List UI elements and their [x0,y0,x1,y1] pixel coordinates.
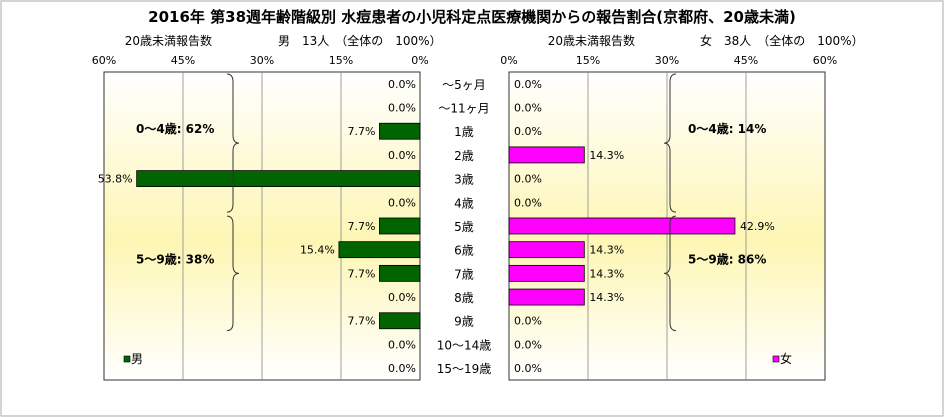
female-bar [508,146,585,164]
male-value-label: 7.7% [347,125,375,138]
female-group-brace [663,73,677,213]
male-value-label: 0.0% [388,291,416,304]
male-header: 男 13人 （全体の 100%） [278,33,442,48]
female-value-label: 0.0% [514,196,542,209]
age-category-label: 4歳 [454,196,474,210]
female-value-label: 0.0% [514,78,542,91]
legend-male-swatch [123,355,131,363]
age-category-label: 6歳 [454,244,474,258]
male-bar [379,122,421,140]
female-value-label: 14.3% [589,149,624,162]
chart-title: 2016年 第38週年齢階級別 水痘患者の小児科定点医療機関からの報告割合(京都… [148,8,796,26]
female-bar [508,217,736,235]
age-category-label: 9歳 [454,315,474,329]
male-value-label: 15.4% [300,244,335,257]
female-value-label: 0.0% [514,102,542,115]
male-group-brace [226,73,240,213]
female-tick-label: 30% [655,54,679,67]
female-axis-caption: 20歳未満報告数 [548,33,635,48]
male-tick-label: 15% [329,54,353,67]
male-value-label: 53.8% [98,173,133,186]
male-value-label: 7.7% [347,220,375,233]
female-bar [508,288,585,306]
female-value-label: 0.0% [514,315,542,328]
female-value-label: 0.0% [514,362,542,375]
age-category-label: 15～19歳 [437,362,492,376]
male-value-label: 0.0% [388,196,416,209]
female-tick-label: 15% [576,54,600,67]
female-value-label: 42.9% [740,220,775,233]
legend-female-label: 女 [780,351,792,366]
male-tick-label: 45% [171,54,195,67]
age-category-label: ～11ヶ月 [438,102,489,116]
male-group-brace [226,215,240,332]
female-tick-label: 45% [734,54,758,67]
age-category-label: 10～14歳 [437,338,492,352]
female-value-label: 14.3% [589,267,624,280]
male-axis-caption: 20歳未満報告数 [125,33,212,48]
age-category-label: 1歳 [454,125,474,139]
male-tick-label: 0% [411,54,428,67]
male-value-label: 0.0% [388,149,416,162]
male-value-label: 0.0% [388,102,416,115]
male-bar [379,264,421,282]
female-header: 女 38人 （全体の 100%） [700,33,864,48]
female-group-label: 0～4歳: 14% [688,121,766,136]
female-group-brace [663,215,677,332]
female-bar [508,264,585,282]
age-category-label: 5歳 [454,220,474,234]
female-tick-label: 0% [500,54,517,67]
male-value-label: 0.0% [388,362,416,375]
female-value-label: 0.0% [514,338,542,351]
male-value-label: 7.7% [347,267,375,280]
female-value-label: 0.0% [514,173,542,186]
male-bar [136,170,421,188]
female-tick-label: 60% [813,54,837,67]
age-category-label: ～5ヶ月 [442,78,486,92]
male-bar [379,312,421,330]
legend-female-swatch [772,355,780,363]
age-category-label: 3歳 [454,173,474,187]
male-value-label: 0.0% [388,338,416,351]
female-value-label: 14.3% [589,291,624,304]
male-tick-label: 30% [250,54,274,67]
female-value-label: 0.0% [514,125,542,138]
male-bar [379,217,421,235]
male-value-label: 0.0% [388,78,416,91]
male-bar [338,241,421,259]
male-tick-label: 60% [92,54,116,67]
age-category-label: 8歳 [454,291,474,305]
age-category-label: 2歳 [454,149,474,163]
male-value-label: 7.7% [347,315,375,328]
male-group-label: 5～9歳: 38% [136,251,214,266]
female-group-label: 5～9歳: 86% [688,251,766,266]
male-group-label: 0～4歳: 62% [136,121,214,136]
legend-male-label: 男 [131,352,143,366]
age-category-label: 7歳 [454,267,474,281]
female-bar [508,241,585,259]
female-value-label: 14.3% [589,244,624,257]
